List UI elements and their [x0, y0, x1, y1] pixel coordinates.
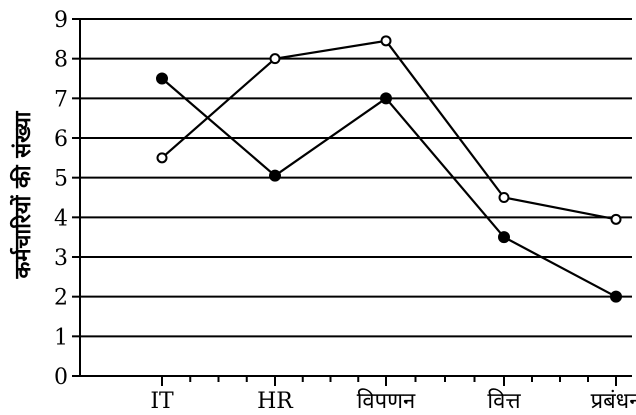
x-tick-label: HR	[257, 389, 294, 414]
y-ticks: 0 1 2 3 4 5 6 7 8 9	[54, 8, 80, 390]
series-line-2	[161, 39, 617, 221]
data-point-1	[156, 72, 168, 85]
x-tick-label: IT	[150, 389, 174, 414]
data-point-2	[498, 192, 510, 203]
x-tick-label: विपणन	[357, 388, 416, 414]
gridlines	[80, 18, 632, 338]
data-point-1	[380, 92, 392, 105]
y-tick-label: 9	[54, 8, 68, 33]
data-point-2	[610, 213, 622, 225]
series-line-1	[161, 77, 617, 298]
data-point-2	[269, 53, 281, 65]
y-tick-label: 8	[54, 48, 68, 73]
axes	[79, 19, 632, 377]
data-point-2	[380, 35, 392, 47]
data-point-1	[498, 231, 510, 244]
x-tick-label: प्रबंधन	[591, 389, 636, 414]
y-tick-label: 7	[54, 87, 68, 112]
y-tick-label: 2	[54, 286, 68, 311]
data-point-1	[610, 290, 622, 303]
y-tick-label: 6	[54, 127, 68, 152]
y-tick-label: 5	[54, 167, 68, 192]
y-tick-label: 3	[54, 246, 68, 271]
x-tick-label: वित्त	[487, 388, 521, 414]
x-ticks: IT HR विपणन वित्त प्रबंधन	[150, 376, 636, 414]
y-tick-label: 1	[54, 325, 68, 350]
y-tick-label: 4	[54, 206, 68, 231]
series-group	[156, 35, 622, 303]
data-point-1	[269, 169, 281, 182]
y-axis-label: कर्मचारियों की संख्या	[9, 110, 36, 279]
y-tick-label: 0	[54, 365, 68, 390]
data-point-2	[156, 152, 168, 164]
